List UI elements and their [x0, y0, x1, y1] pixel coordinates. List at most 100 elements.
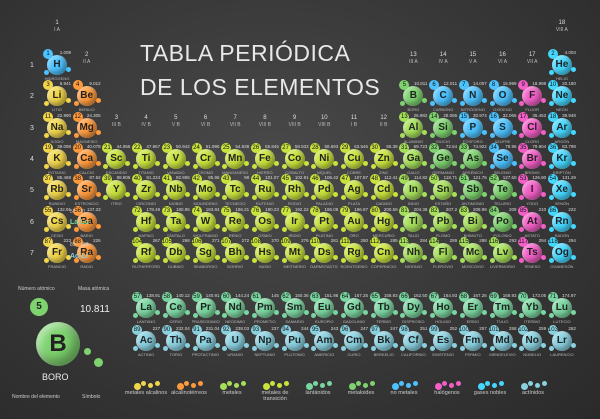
element-cell[interactable]: Am 95 243 AMERICIO: [310, 325, 339, 357]
element-cell[interactable]: Fe 26 55.845 HIERRO: [250, 142, 279, 175]
element-cell[interactable]: B 5 10.811 BORO: [399, 80, 428, 112]
element-cell[interactable]: Zr 40 91.224 CIRCONIO: [132, 174, 161, 206]
element-cell[interactable]: Rb 37 85.468 RUBIDIO: [43, 174, 71, 206]
element-cell[interactable]: K 19 39.098 POTASIO: [43, 142, 71, 175]
element-cell[interactable]: Pr 59 140.91 PRASEODIMIO: [191, 292, 220, 324]
element-cell[interactable]: Yb 70 173.05 ITERBIO: [518, 292, 547, 324]
element-cell[interactable]: Np 93 237 NEPTUNIO: [250, 325, 279, 357]
element-cell[interactable]: Ta 73 180.95 TÁNTALO: [161, 205, 190, 238]
element-cell[interactable]: Co 27 58.933 COBALTO: [280, 142, 309, 175]
element-cell[interactable]: Cl 17 35.453 CLORO: [518, 111, 547, 144]
element-cell[interactable]: Pu 94 244 PLUTONIO: [280, 325, 309, 357]
element-cell[interactable]: Lr 103 262 LAURENCIO: [547, 325, 576, 357]
element-cell[interactable]: Sn 50 118.71 ESTAÑO: [429, 174, 458, 206]
element-cell[interactable]: W 74 183.84 WOLFRAMIO: [191, 205, 220, 238]
element-cell[interactable]: Na 11 22.990 SODIO: [43, 111, 71, 144]
element-cell[interactable]: Th 90 232.04 TORIO: [161, 325, 190, 357]
element-cell[interactable]: Hg 80 200.59 MERCURIO: [369, 205, 398, 238]
element-cell[interactable]: Sg 106 271 SEABORGIO: [191, 236, 220, 269]
element-cell[interactable]: Au 79 196.97 ORO: [340, 205, 368, 238]
element-cell[interactable]: Ne 10 20.180 NEÓN: [547, 80, 576, 112]
element-cell[interactable]: Rh 45 102.91 RODIO: [280, 174, 309, 206]
element-cell[interactable]: Tc 43 98 TECNECIO: [221, 174, 250, 206]
element-cell[interactable]: Cn 112 285 COPERNICIO: [369, 236, 398, 269]
element-cell[interactable]: F 9 18.998 FLÚOR: [518, 80, 547, 112]
element-cell[interactable]: Kr 36 83.798 KRIPTÓN: [547, 142, 576, 175]
element-cell[interactable]: Sb 51 121.76 ANTIMONIO: [458, 174, 487, 206]
element-cell[interactable]: Se 34 78.96 SELENIO: [488, 142, 517, 175]
element-cell[interactable]: Mn 25 54.938 MANGANESO: [221, 142, 250, 175]
element-cell[interactable]: Bk 97 247 BERKELIO: [369, 325, 398, 357]
element-cell[interactable]: Mo 42 95.96 MOLIBDENO: [191, 174, 220, 206]
element-cell[interactable]: Ag 47 107.87 PLATA: [340, 174, 368, 206]
element-cell[interactable]: O 8 15.999 OXÍGENO: [488, 80, 517, 112]
element-cell[interactable]: U 92 238.03 URANIO: [221, 325, 250, 357]
element-cell[interactable]: P 15 30.974 FÓSFORO: [458, 111, 487, 144]
element-cell[interactable]: Sm 62 150.36 SAMARIO: [280, 292, 309, 324]
element-cell[interactable]: La 57 138.91 LANTANO: [132, 292, 161, 324]
element-cell[interactable]: Ho 67 164.93 HOLMIO: [429, 292, 458, 324]
element-cell[interactable]: Nd 60 144.24 NEODIMIO: [221, 292, 250, 324]
element-cell[interactable]: Gd 64 157.25 GADOLINIO: [340, 292, 368, 324]
element-cell[interactable]: Mc 115 288 MOSCOVIO: [458, 236, 487, 269]
element-cell[interactable]: Po 84 209 POLONIO: [488, 205, 517, 238]
element-cell[interactable]: Os 76 190.23 OSMIO: [250, 205, 279, 238]
element-cell[interactable]: At 85 210 ASTATO: [518, 205, 547, 238]
element-cell[interactable]: Hf 72 178.49 HAFNIO: [132, 205, 161, 238]
element-cell[interactable]: Ca 20 40.078 CALCIO: [72, 142, 101, 175]
element-cell[interactable]: Te 52 127.60 TELURIO: [488, 174, 517, 206]
element-cell[interactable]: Sc 21 44.956 ESCANDIO: [102, 142, 131, 175]
element-cell[interactable]: Cf 98 251 CALIFORNIO: [399, 325, 428, 357]
element-cell[interactable]: Fm 100 257 FERMIO: [458, 325, 487, 357]
element-cell[interactable]: Rg 111 280 ROENTGENIO: [340, 236, 368, 269]
element-cell[interactable]: Pb 82 207.2 PLOMO: [429, 205, 458, 238]
element-cell[interactable]: Mt 109 276 MEITNERIO: [280, 236, 309, 269]
element-cell[interactable]: Ru 44 101.07 RUTENIO: [250, 174, 279, 206]
element-cell[interactable]: N 7 14.007 NITRÓGENO: [458, 80, 487, 112]
element-cell[interactable]: Mg 12 24.305 MAGNESIO: [72, 111, 101, 144]
element-cell[interactable]: Db 105 268 DUBNIO: [161, 236, 190, 269]
element-cell[interactable]: Xe 54 131.29 XENÓN: [547, 174, 576, 206]
element-cell[interactable]: C 6 12.011 CARBONO: [429, 80, 458, 112]
element-cell[interactable]: Al 13 26.982 ALUMINIO: [399, 111, 428, 144]
element-cell[interactable]: Og 118 294 OGANESÓN: [547, 236, 576, 269]
element-cell[interactable]: In 49 114.82 INDIO: [399, 174, 428, 206]
element-cell[interactable]: Cs 55 132.91 CESIO: [43, 205, 71, 238]
element-cell[interactable]: Dy 66 162.50 DISPROSIO: [399, 292, 428, 324]
element-cell[interactable]: Li 3 6.941 LITIO: [43, 80, 71, 112]
element-cell[interactable]: Sr 38 87.62 ESTRONCIO: [72, 174, 101, 206]
element-cell[interactable]: Y 39 88.906 ITRIO: [102, 174, 131, 206]
element-cell[interactable]: S 16 32.065 AZUFRE: [488, 111, 517, 144]
element-cell[interactable]: Ds 110 281 DARMSTADTIO: [310, 236, 339, 269]
element-cell[interactable]: Ba 56 137.33 BARIO: [72, 205, 101, 238]
element-cell[interactable]: Ni 28 58.693 NÍQUEL: [310, 142, 339, 175]
element-cell[interactable]: Si 14 28.086 SILICIO: [429, 111, 458, 144]
element-cell[interactable]: Ts 117 294 TENESO: [518, 236, 547, 269]
element-cell[interactable]: Tm 69 168.93 TULIO: [488, 292, 517, 324]
element-cell[interactable]: I 53 126.90 YODO: [518, 174, 547, 206]
element-cell[interactable]: Er 68 167.26 ERBIO: [458, 292, 487, 324]
element-cell[interactable]: Tl 81 204.38 TALIO: [399, 205, 428, 238]
element-cell[interactable]: Re 75 186.21 RENIO: [221, 205, 250, 238]
element-cell[interactable]: Bh 107 272 BOHRIO: [221, 236, 250, 269]
element-cell[interactable]: Cm 96 247 CURIO: [340, 325, 368, 357]
element-cell[interactable]: As 33 74.922 ARSÉNICO: [458, 142, 487, 175]
element-cell[interactable]: Ir 77 192.22 IRIDIO: [280, 205, 309, 238]
element-cell[interactable]: Ge 32 72.64 GERMANIO: [429, 142, 458, 175]
element-cell[interactable]: Rn 86 222 RADÓN: [547, 205, 576, 238]
element-cell[interactable]: Hs 108 270 HASIO: [250, 236, 279, 269]
element-cell[interactable]: Pm 61 145 PROMETIO: [250, 292, 279, 324]
element-cell[interactable]: Fr 87 223 FRANCIO: [43, 236, 71, 269]
element-cell[interactable]: Bi 83 208.98 BISMUTO: [458, 205, 487, 238]
element-cell[interactable]: Cu 29 63.546 COBRE: [340, 142, 368, 175]
element-cell[interactable]: Nh 113 284 NIHONIO: [399, 236, 428, 269]
element-cell[interactable]: Ac 89 227 ACTINIO: [132, 325, 161, 357]
element-cell[interactable]: Ga 31 69.723 GALIO: [399, 142, 428, 175]
element-cell[interactable]: Fl 114 289 FLEROVIO: [429, 236, 458, 269]
element-cell[interactable]: Pt 78 195.08 PLATINO: [310, 205, 339, 238]
element-cell[interactable]: Nb 41 92.906 NIOBIO: [161, 174, 190, 206]
element-cell[interactable]: Lv 116 293 LIVERMORIO: [488, 236, 517, 269]
element-cell[interactable]: Cr 24 51.996 CROMO: [191, 142, 220, 175]
element-cell[interactable]: Br 35 79.904 BROMO: [518, 142, 547, 175]
